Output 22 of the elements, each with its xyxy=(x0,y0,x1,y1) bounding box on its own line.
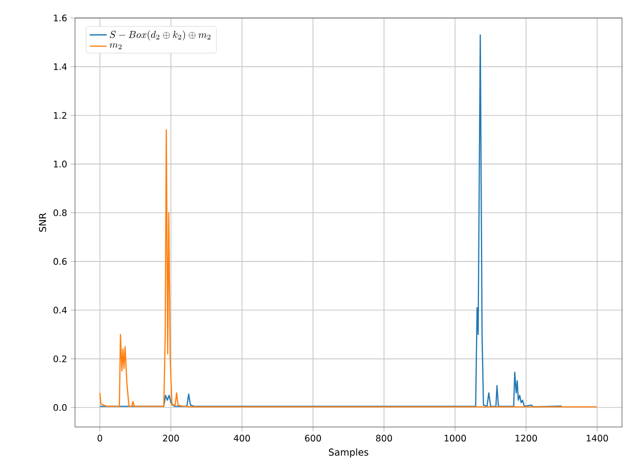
y-axis-title: SNR xyxy=(38,212,46,232)
legend-label: $m_2$ xyxy=(110,43,122,50)
x-axis-title: Samples xyxy=(328,448,368,458)
y-tick-label: 0.6 xyxy=(54,258,67,265)
y-tick-label: 1.2 xyxy=(54,112,66,119)
x-tick-label: 1000 xyxy=(444,434,466,442)
x-tick-label: 0 xyxy=(98,434,102,442)
y-tick-label: 1.6 xyxy=(54,14,67,22)
x-tick-label: 1400 xyxy=(586,434,608,442)
x-tick-label: 400 xyxy=(234,434,250,442)
legend-label: $S-Box(d_2 \oplus k_2) \oplus m_2$ xyxy=(110,30,210,40)
y-tick-label: 1.4 xyxy=(54,63,67,70)
line-series xyxy=(99,129,598,408)
y-tick-label: 1.0 xyxy=(54,160,67,168)
y-tick-label: 0.4 xyxy=(54,306,67,314)
x-tick-label: 600 xyxy=(305,434,321,442)
x-tick-label: 800 xyxy=(376,434,392,442)
x-tick-label: 1200 xyxy=(516,434,537,442)
y-tick-label: 0.2 xyxy=(54,355,66,362)
y-tick-label: 0.0 xyxy=(54,404,67,411)
y-tick-label: 0.8 xyxy=(54,209,67,216)
x-tick-label: 200 xyxy=(163,434,179,442)
